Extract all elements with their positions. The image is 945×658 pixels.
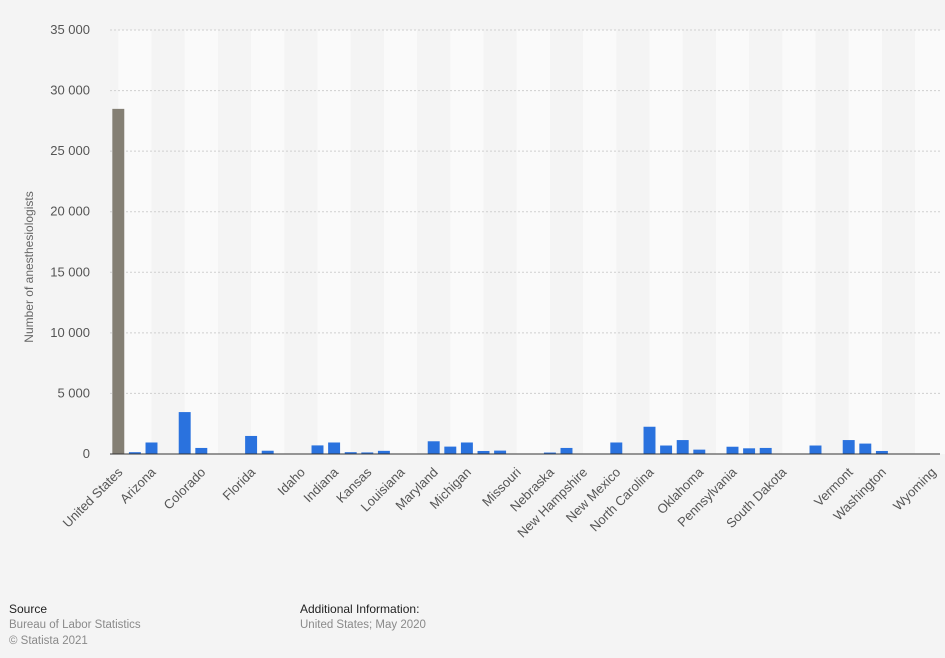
bar-colorado: [195, 447, 208, 454]
y-tick-label: 0: [83, 446, 90, 461]
x-tick-label: Arizona: [117, 464, 159, 506]
category-band: [383, 30, 418, 454]
category-band: [251, 30, 285, 454]
source-name[interactable]: Bureau of Labor Statistics: [9, 619, 141, 631]
bar-north-dakota: [660, 445, 673, 454]
category-band: [450, 30, 484, 454]
source-heading: Source: [9, 602, 48, 616]
bar-pennsylvania: [726, 446, 739, 454]
bar-michigan: [460, 442, 473, 454]
bar-indiana: [328, 442, 341, 454]
bar-virginia: [859, 443, 872, 454]
x-tick-label: Florida: [220, 464, 259, 503]
category-band: [915, 30, 945, 454]
bar-massachusetts: [444, 446, 457, 454]
category-band: [715, 30, 750, 454]
bar-washington: [875, 450, 888, 454]
bar-north-carolina: [643, 426, 656, 454]
additional-info-heading: Additional Information:: [300, 602, 420, 616]
bar-iowa: [344, 452, 357, 454]
bar-south-carolina: [759, 447, 772, 454]
category-band: [317, 30, 351, 454]
x-tick-label: Indiana: [300, 464, 341, 505]
bar-nevada: [560, 447, 573, 454]
y-tick-label: 25 000: [50, 143, 90, 158]
category-band: [782, 30, 816, 454]
y-tick-label: 5 000: [57, 385, 90, 400]
bar-kentucky: [377, 450, 390, 454]
category-band: [184, 30, 218, 454]
y-tick-label: 30 000: [50, 83, 90, 98]
bar-arizona: [145, 442, 158, 454]
bar-kansas: [361, 452, 374, 454]
bar-vermont: [842, 440, 855, 454]
x-tick-label: Wyoming: [890, 465, 939, 514]
bar-maryland: [427, 441, 440, 454]
additional-info-block: Additional Information: United States; M…: [300, 601, 426, 633]
y-tick-label: 35 000: [50, 22, 90, 37]
y-tick-label: 20 000: [50, 204, 90, 219]
bar-nebraska: [543, 452, 556, 454]
source-block: Source Bureau of Labor Statistics © Stat…: [9, 601, 141, 649]
category-band: [649, 30, 683, 454]
category-band: [516, 30, 550, 454]
bar-oklahoma: [693, 449, 706, 454]
bar-illinois: [311, 445, 324, 454]
y-axis-ticks: 0 5 000 10 000 15 000 20 000 25 000 30 000 35 0…: [50, 22, 90, 461]
bar-mississippi: [494, 450, 507, 454]
bars: [112, 108, 888, 454]
bar-ohio: [676, 440, 689, 454]
additional-info-text: United States; May 2020: [300, 619, 426, 631]
copyright[interactable]: © Statista 2021: [9, 635, 88, 647]
bar-alabama: [128, 452, 141, 454]
category-bands: [118, 30, 945, 454]
bar-california: [178, 412, 191, 454]
x-tick-label: Colorado: [161, 465, 209, 513]
x-tick-label: United States: [60, 464, 126, 530]
bar-rhode-island: [743, 448, 756, 454]
bar-florida: [245, 435, 258, 454]
category-band: [583, 30, 617, 454]
bar-georgia: [261, 450, 274, 454]
y-tick-label: 10 000: [50, 325, 90, 340]
bar-minnesota: [477, 450, 490, 454]
y-tick-label: 15 000: [50, 264, 90, 279]
bar-new-mexico: [610, 442, 623, 454]
bar-chart: 0 5 000 10 000 15 000 20 000 25 000 30 000 35 0…: [22, 22, 945, 541]
bar-united-states: [112, 108, 125, 454]
category-band: [848, 30, 882, 454]
y-axis-label: Number of anesthesiologists: [22, 191, 36, 342]
bar-texas: [809, 445, 822, 454]
